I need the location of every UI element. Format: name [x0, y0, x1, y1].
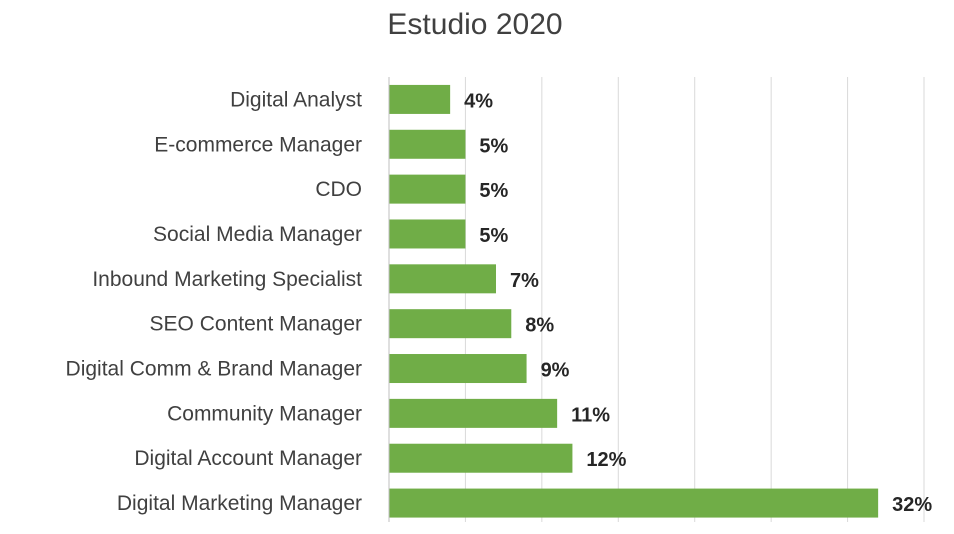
bars [389, 84, 879, 518]
value-label: 12% [586, 449, 626, 471]
bar [389, 264, 496, 294]
chart-title: Estudio 2020 [387, 8, 562, 41]
bar [389, 398, 558, 428]
category-label: Community Manager [167, 402, 362, 425]
value-label: 8% [525, 315, 554, 337]
bar [389, 84, 451, 114]
value-label: 9% [541, 360, 570, 382]
value-label: 7% [510, 270, 539, 292]
category-label: SEO Content Manager [150, 313, 362, 336]
category-label: Digital Analyst [230, 88, 362, 111]
bar [389, 309, 512, 339]
bar [389, 219, 466, 249]
value-label: 5% [479, 225, 508, 247]
category-label: Digital Comm & Brand Manager [66, 358, 362, 381]
bar [389, 354, 527, 384]
category-label: Social Media Manager [153, 223, 362, 246]
category-labels: Digital Analyst E-commerce Manager CDO Soci… [66, 88, 363, 515]
value-label: 4% [464, 90, 493, 112]
category-label: Digital Account Manager [134, 447, 362, 470]
value-label: 32% [892, 494, 932, 516]
gridlines [464, 77, 925, 522]
category-label: Digital Marketing Manager [117, 492, 362, 515]
bar [389, 129, 466, 159]
value-label: 11% [571, 404, 610, 426]
value-label: 5% [479, 135, 508, 157]
category-label: CDO [315, 178, 362, 201]
bar [389, 488, 879, 518]
value-label: 5% [479, 180, 508, 202]
value-labels: 4% 5% 5% 5% 7% 8% 9%11% 12% 32% [464, 90, 932, 516]
category-label: E-commerce Manager [154, 133, 362, 156]
bar [389, 174, 466, 204]
category-label: Inbound Marketing Specialist [92, 268, 362, 291]
bar [389, 443, 573, 473]
